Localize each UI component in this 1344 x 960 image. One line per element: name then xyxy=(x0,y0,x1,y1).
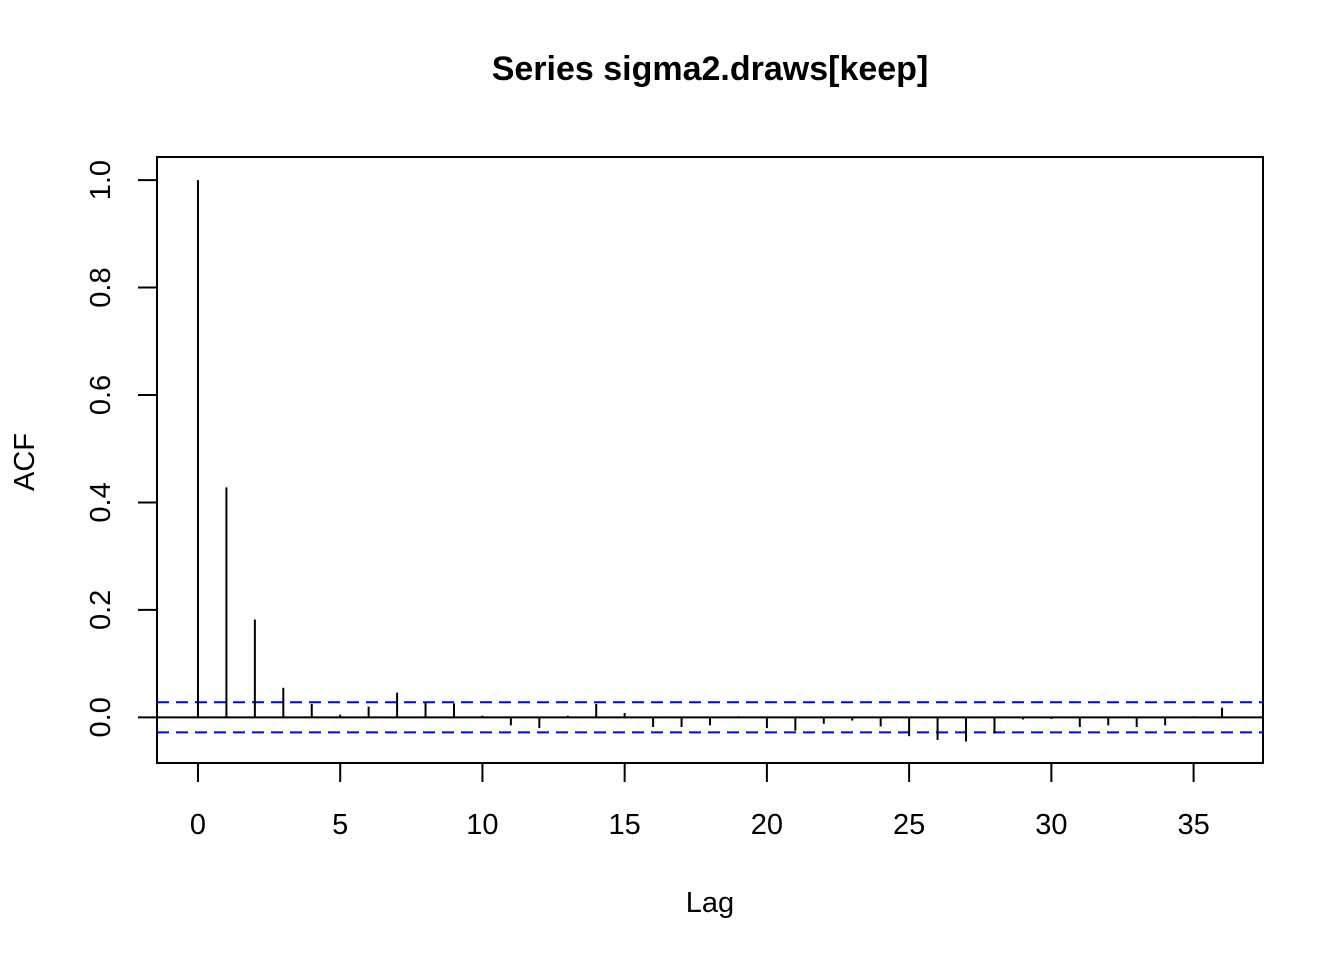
x-tick-label: 10 xyxy=(466,809,498,841)
x-tick-label: 35 xyxy=(1177,809,1209,841)
y-tick-label: 0.8 xyxy=(85,267,117,307)
x-tick-label: 0 xyxy=(190,809,206,841)
x-axis: 0 5 10 15 20 25 30 35 xyxy=(190,762,1210,841)
x-axis-label: Lag xyxy=(686,887,734,919)
y-tick-label: 0.6 xyxy=(85,375,117,415)
y-tick-label: 0.0 xyxy=(85,697,117,737)
y-tick-label: 0.4 xyxy=(85,482,117,522)
x-tick-label: 25 xyxy=(893,809,925,841)
y-axis: 0.0 0.2 0.4 0.6 0.8 1.0 xyxy=(85,160,158,737)
acf-marks xyxy=(157,180,1263,742)
chart-title: Series sigma2.draws[keep] xyxy=(492,50,929,88)
x-tick-label: 20 xyxy=(751,809,783,841)
y-axis-label: ACF xyxy=(9,433,41,491)
y-tick-label: 0.2 xyxy=(85,590,117,630)
x-tick-label: 30 xyxy=(1035,809,1067,841)
y-tick-label: 1.0 xyxy=(85,160,117,200)
x-tick-label: 5 xyxy=(332,809,348,841)
x-tick-label: 15 xyxy=(609,809,641,841)
plot-frame xyxy=(156,156,1264,764)
